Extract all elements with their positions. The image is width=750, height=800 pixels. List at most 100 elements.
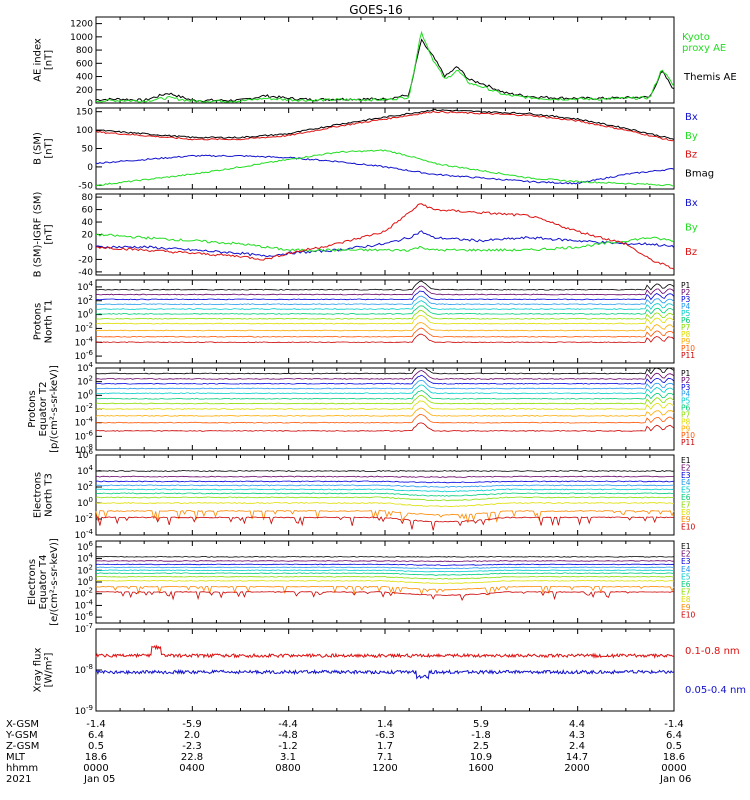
x-row-value: Jan 06 (659, 774, 691, 785)
panel-frame (95, 454, 675, 536)
y-axis-label-line: North T3 (44, 473, 55, 517)
legend-entry: P3 (681, 383, 691, 392)
x-row-value: 1600 (468, 763, 493, 774)
y-tick-label: 100 (77, 496, 93, 509)
panel-frame (95, 193, 675, 276)
x-row-label: Z-GSM (6, 741, 39, 752)
x-row-value: -4.8 (278, 730, 298, 741)
series-line-channel (95, 374, 675, 385)
x-row-value: 1.4 (377, 719, 393, 730)
x-row-value: 4.3 (569, 730, 585, 741)
x-row-value: 2.5 (473, 741, 489, 752)
legend-entry: E2 (681, 463, 691, 472)
legend-entry: Bz (685, 247, 697, 258)
series-line-channel (95, 470, 675, 472)
legend-entry: E3 (681, 471, 691, 480)
y-axis-label-line: AE index (33, 38, 44, 82)
legend-entry: P6 (681, 404, 691, 413)
y-tick-label: 800 (76, 46, 93, 56)
y-tick-label: 10-2 (75, 321, 93, 334)
y-tick-label: 400 (76, 73, 93, 83)
legend-entry: E3 (681, 557, 691, 566)
y-tick-label: 102 (77, 375, 93, 388)
x-row-value: 0.5 (666, 741, 682, 752)
y-tick-label: 600 (76, 59, 93, 69)
y-axis-label-line: Equator T2 (38, 382, 49, 437)
y-tick-label: 80 (82, 193, 94, 203)
y-axis-label-line: Xray flux (33, 648, 44, 693)
legend-entry: E6 (681, 493, 691, 502)
y-tick-label: 10-2 (75, 512, 93, 525)
x-row-value: 0.5 (88, 741, 104, 752)
series-line-channel (95, 314, 675, 325)
panel-elec_e: Electrons Equator T4 [e/(cm²-s-sr-keV)] 106… (27, 538, 696, 626)
y-tick-label: 100 (77, 575, 93, 588)
x-row-value: 0400 (179, 763, 204, 774)
y-tick-label: 100 (77, 388, 93, 401)
y-tick-label: 1200 (70, 20, 93, 30)
series-line-bmag (95, 108, 675, 140)
legend-entry: E10 (681, 523, 696, 532)
y-tick-label: 100 (76, 126, 93, 136)
y-tick-label: 50 (82, 145, 94, 155)
x-row-label: MLT (6, 752, 26, 763)
legend-entry: Bz (685, 150, 697, 161)
series-line-channel (95, 585, 675, 596)
x-row-value: 22.8 (181, 752, 203, 763)
y-tick-label: 40 (82, 218, 94, 228)
y-tick-label: 10-8 (75, 443, 93, 456)
legend-entry: E9 (681, 515, 691, 524)
x-row-value: -6.3 (375, 730, 395, 741)
series-line-channel (95, 566, 675, 570)
x-row-label: Y-GSM (5, 730, 38, 741)
series-line-channel (95, 389, 675, 400)
y-tick-label: 150 (76, 108, 93, 118)
legend-entry: Bx (685, 112, 698, 123)
legend-entry: Bmag (685, 169, 714, 180)
legend-entry: P9 (681, 337, 691, 346)
y-tick-label: 1000 (70, 33, 93, 43)
series-line-bx (95, 154, 675, 185)
panel-xray: Xray flux [W/m²] 10-7 10-8 10-9 0.1-0.8 nm 0.0… (33, 622, 747, 717)
x-row-value: 10.9 (470, 752, 492, 763)
panel-frame (95, 279, 675, 364)
series-line-channel (95, 400, 675, 410)
x-row-label: X-GSM (6, 719, 39, 730)
y-axis-label-line: North T1 (44, 300, 55, 344)
legend-entry: P2 (681, 376, 691, 385)
legend-entry: P7 (681, 323, 691, 332)
legend-entry: By (685, 223, 698, 234)
series-line-channel (95, 516, 674, 531)
legend-entry: E1 (681, 456, 691, 465)
x-row-value: -1.8 (471, 730, 491, 741)
legend-entry: E5 (681, 572, 691, 581)
x-row-value: -5.9 (182, 719, 202, 730)
y-tick-label: 0 (87, 163, 93, 173)
x-row-label: 2021 (6, 774, 31, 785)
series-line-kyoto-proxy-ae (95, 30, 675, 103)
x-row-value: 0000 (661, 763, 686, 774)
legend-entry: P8 (681, 330, 691, 339)
series-line-xray (95, 644, 675, 659)
x-row-label: hhmm (6, 763, 38, 774)
legend-entry: E8 (681, 595, 691, 604)
series-line-channel (95, 295, 675, 306)
x-row-value: 6.4 (88, 730, 104, 741)
series-line-by (95, 149, 675, 187)
legend-entry: E5 (681, 486, 691, 495)
y-tick-label: 100 (77, 308, 93, 321)
legend-entry: P10 (681, 431, 695, 440)
x-row-value: 18.6 (85, 752, 107, 763)
legend-entry: E8 (681, 508, 691, 517)
panel-frame (95, 16, 675, 104)
x-row-value: -2.3 (182, 741, 202, 752)
series-line-channel (95, 484, 675, 488)
series-line-channel (95, 384, 675, 395)
series-line-bx (95, 230, 675, 258)
chart-title: GOES-16 (349, 3, 403, 17)
legend-entry: E7 (681, 588, 691, 597)
x-row-value: 6.4 (666, 730, 682, 741)
legend-entry: E4 (681, 565, 691, 574)
series-line-channel (95, 510, 675, 523)
